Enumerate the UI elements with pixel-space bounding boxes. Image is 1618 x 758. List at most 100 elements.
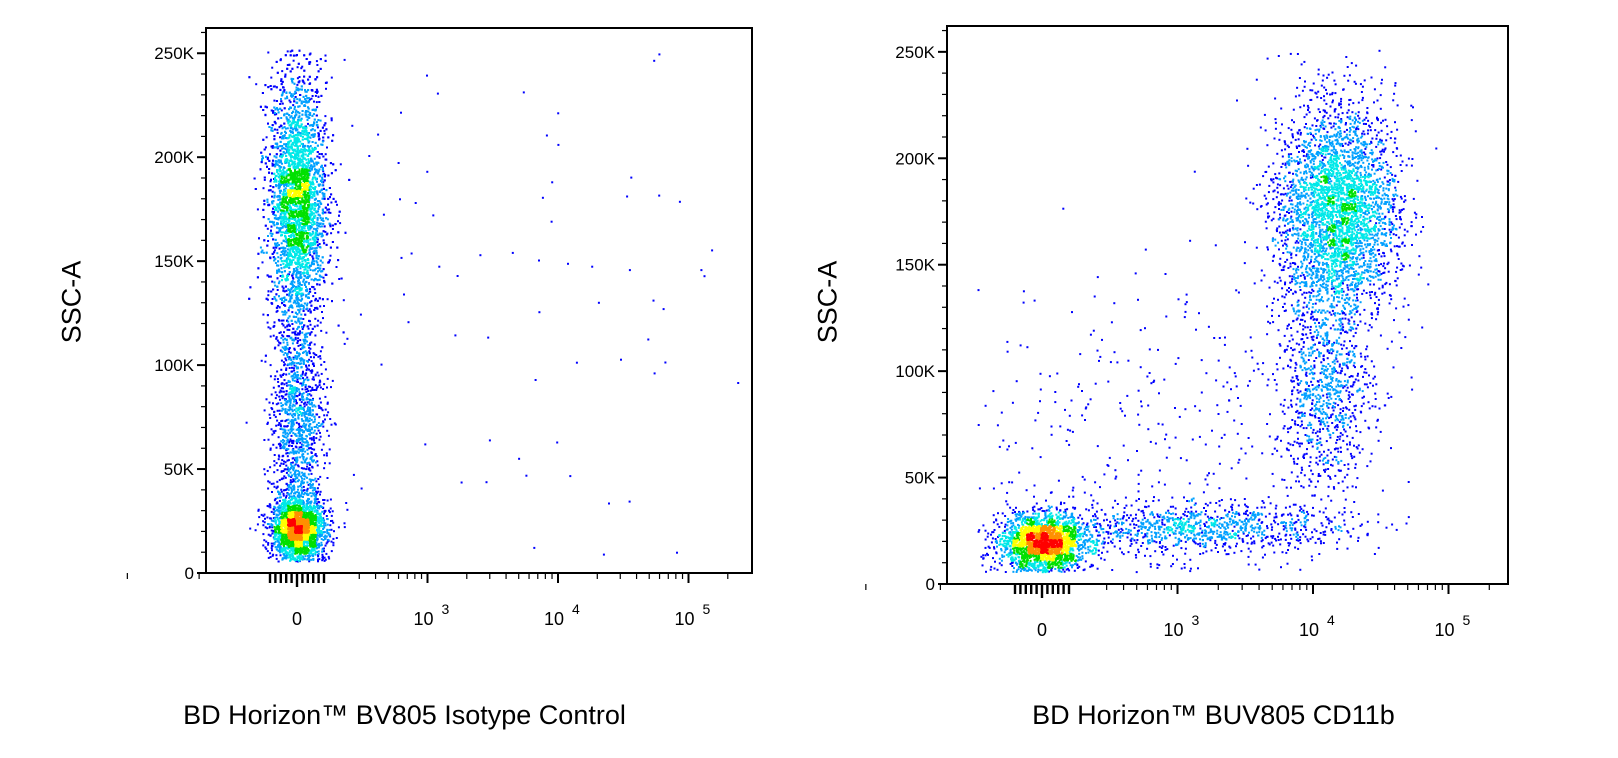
event-point <box>310 331 313 334</box>
event-point <box>275 403 278 406</box>
event-point <box>298 557 301 560</box>
event-point <box>306 277 309 279</box>
event-point <box>298 115 301 118</box>
event-point <box>300 414 303 417</box>
event-point <box>295 497 298 500</box>
event-point <box>284 348 287 350</box>
event-point <box>278 217 281 220</box>
event-point <box>303 333 306 336</box>
event-point <box>301 331 304 334</box>
event-point <box>274 519 277 522</box>
event-point <box>324 537 326 540</box>
event-point <box>284 130 287 133</box>
event-point <box>267 438 270 441</box>
event-point <box>287 320 290 323</box>
event-point <box>338 210 341 213</box>
event-point <box>300 407 303 410</box>
event-point <box>292 358 295 361</box>
event-point <box>277 424 280 426</box>
event-point <box>323 124 326 127</box>
event-point <box>283 557 286 559</box>
event-point <box>276 289 279 291</box>
event-point <box>299 498 302 501</box>
event-point <box>273 378 276 381</box>
event-point <box>275 487 278 490</box>
event-point <box>320 538 323 541</box>
event-point <box>274 165 277 168</box>
event-point <box>299 377 302 380</box>
event-point <box>305 504 308 507</box>
event-point <box>264 84 267 87</box>
event-point <box>306 133 309 136</box>
event-point <box>313 309 316 311</box>
event-point <box>303 509 306 512</box>
event-point <box>307 259 310 261</box>
event-point <box>295 394 298 397</box>
event-point <box>303 409 305 412</box>
event-point <box>278 165 281 167</box>
event-point <box>288 254 291 256</box>
event-point <box>284 240 287 243</box>
event-point <box>297 414 300 417</box>
event-point <box>302 344 305 347</box>
event-point <box>318 190 321 193</box>
event-point <box>335 537 338 539</box>
event-point <box>321 548 324 551</box>
event-point <box>298 425 301 428</box>
event-point <box>325 217 328 220</box>
event-point <box>276 419 279 422</box>
event-point <box>318 522 321 525</box>
event-point <box>326 532 329 534</box>
event-point <box>289 384 292 387</box>
event-point <box>279 493 282 496</box>
event-point <box>316 151 319 153</box>
event-point <box>270 393 273 396</box>
event-point <box>308 447 310 450</box>
event-point <box>326 232 329 235</box>
event-point <box>327 203 329 206</box>
event-point <box>300 556 303 559</box>
event-point <box>284 236 287 239</box>
event-point <box>322 170 325 173</box>
event-point <box>267 543 270 546</box>
event-point <box>318 232 321 235</box>
event-point <box>287 502 290 505</box>
event-point <box>316 221 319 224</box>
event-point <box>300 366 303 369</box>
event-point <box>311 255 314 258</box>
event-point <box>273 194 276 197</box>
event-point <box>296 101 299 104</box>
event-point <box>269 448 272 451</box>
event-point <box>318 101 321 103</box>
event-point <box>298 377 301 380</box>
event-point <box>291 555 294 558</box>
event-point <box>308 63 311 65</box>
event-point <box>312 558 315 560</box>
event-point <box>301 257 304 260</box>
event-point <box>319 264 322 267</box>
event-point <box>278 332 281 334</box>
event-point <box>285 160 287 163</box>
event-point <box>407 321 410 324</box>
event-point <box>291 422 293 425</box>
event-point <box>324 211 327 214</box>
event-point <box>265 297 268 300</box>
event-point <box>322 425 325 428</box>
event-point <box>329 498 332 501</box>
event-point <box>302 361 305 364</box>
event-point <box>323 414 326 417</box>
event-point <box>280 234 283 237</box>
event-point <box>318 274 321 277</box>
event-point <box>276 485 279 488</box>
event-point <box>313 353 316 356</box>
event-point <box>282 173 285 176</box>
event-point <box>291 160 294 163</box>
event-point <box>303 342 306 345</box>
event-point <box>305 58 308 60</box>
event-point <box>284 158 287 161</box>
event-point <box>278 341 281 344</box>
event-point <box>292 398 295 401</box>
event-point <box>296 138 299 141</box>
event-point <box>319 357 322 360</box>
event-point <box>319 424 322 427</box>
